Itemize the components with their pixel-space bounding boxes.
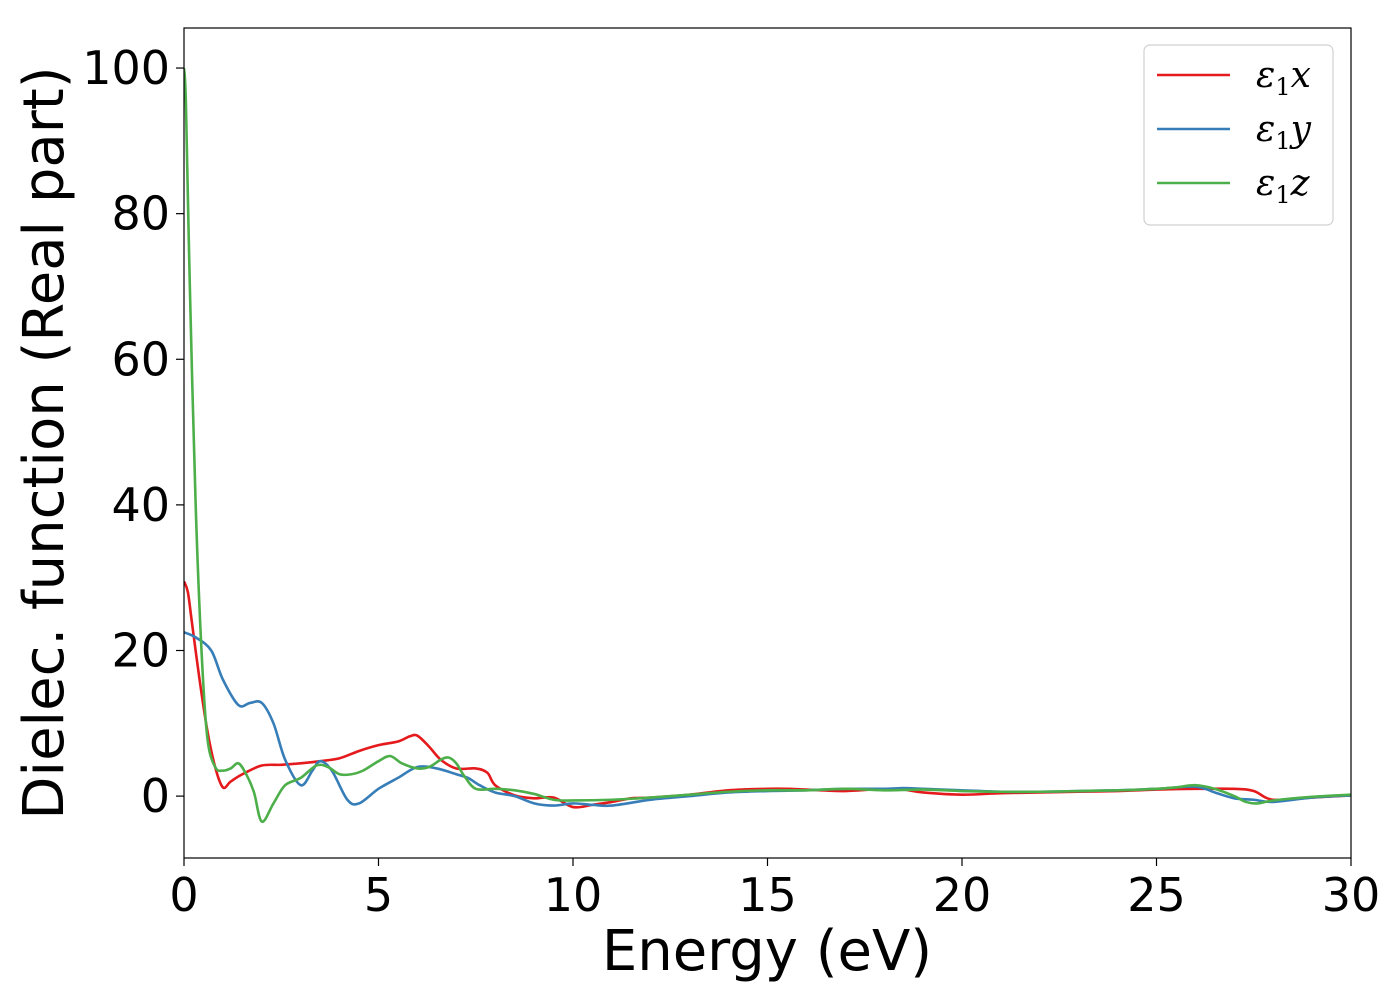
series-line-z — [184, 67, 1351, 823]
x-tick-label: 15 — [738, 868, 797, 922]
y-axis: 0 20 40 60 80 100 — [82, 41, 184, 823]
legend-label-z: ε1z — [1256, 163, 1311, 209]
legend-label-x: ε1x — [1256, 55, 1311, 101]
legend-box — [1143, 44, 1334, 226]
series-layer — [184, 67, 1351, 823]
y-tick-label: 40 — [111, 478, 170, 532]
y-axis-title: Dielec. function (Real part) — [12, 66, 77, 819]
legend-label-y: ε1y — [1256, 109, 1312, 155]
x-tick-label: 10 — [544, 868, 603, 922]
x-tick-label: 25 — [1127, 868, 1186, 922]
y-tick-label: 0 — [141, 769, 170, 823]
x-axis: 0 5 10 15 20 25 30 — [169, 858, 1380, 922]
y-tick-label: 80 — [111, 187, 170, 241]
x-tick-label: 0 — [169, 868, 198, 922]
y-tick-label: 60 — [111, 332, 170, 386]
legend: ε1x ε1y ε1z — [1143, 44, 1334, 226]
x-tick-label: 20 — [933, 868, 992, 922]
y-tick-label: 100 — [82, 41, 170, 95]
x-tick-label: 5 — [364, 868, 393, 922]
x-tick-label: 30 — [1322, 868, 1381, 922]
series-line-y — [184, 631, 1351, 808]
x-axis-title: Energy (eV) — [602, 919, 932, 984]
y-tick-label: 20 — [111, 624, 170, 678]
